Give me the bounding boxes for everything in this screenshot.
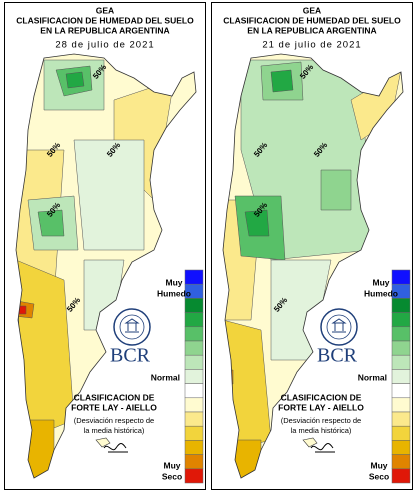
legend-label: Muy [166, 277, 183, 287]
legend-label: Normal [358, 372, 387, 382]
moisture-zone [320, 169, 352, 211]
legend-swatch [391, 425, 411, 441]
signature [103, 443, 128, 453]
legend-swatch [184, 326, 204, 342]
legend-swatch [184, 298, 204, 313]
falklands [95, 437, 111, 448]
logo-seal [113, 308, 151, 346]
legend-swatch [391, 340, 411, 356]
logo-text: BCR [317, 345, 358, 367]
moisture-zone [65, 71, 85, 89]
legend-swatch [184, 454, 204, 470]
moisture-zone [223, 369, 234, 385]
logo-seal [320, 308, 358, 346]
legend-swatch [184, 425, 204, 441]
moisture-zone [270, 69, 294, 93]
header-line: 21 de julio de 2021 [262, 40, 361, 51]
map-fill [16, 59, 175, 478]
method-label: CLASIFICACION DE [281, 392, 362, 402]
moisture-zone [350, 69, 402, 141]
moisture-zone [244, 209, 270, 237]
legend-swatch [184, 411, 204, 427]
legend-label: Muy [164, 460, 181, 470]
legend-swatch [184, 440, 204, 455]
signature [310, 443, 335, 453]
logo-seal-inner [119, 314, 145, 340]
legend-swatch [184, 340, 204, 356]
legend-swatch [184, 269, 204, 285]
header-line: CLASIFICACION DE HUMEDAD DEL SUELO [223, 15, 401, 25]
legend-swatch [391, 397, 411, 413]
method-note: la media histórica) [291, 426, 352, 435]
legend-label: Seco [162, 471, 182, 481]
panel-frame [4, 2, 206, 490]
method-label: FORTE LAY - AIELLO [278, 402, 364, 412]
map-outline [15, 53, 197, 479]
header-line: GEA [303, 5, 321, 15]
legend-swatch [391, 454, 411, 470]
map-outline [222, 53, 404, 479]
method-note: (Desviación respecto de [74, 416, 154, 425]
falklands [302, 437, 318, 448]
logo-icon [331, 318, 347, 333]
legend-swatch [391, 354, 411, 370]
legend-swatch [391, 411, 411, 427]
map [15, 53, 197, 479]
panel-frame [211, 2, 413, 490]
method-label: FORTE LAY - AIELLO [71, 402, 157, 412]
legend-swatch [391, 326, 411, 342]
legend-label: Humedo [364, 288, 398, 298]
logo-seal-inner [326, 314, 352, 340]
legend-swatch [391, 312, 411, 328]
moisture-zone [23, 419, 55, 478]
legend-swatch [391, 369, 411, 384]
legend-swatch [184, 354, 204, 370]
header-line: GEA [96, 5, 114, 15]
legend-swatch [184, 312, 204, 328]
legend-label: Humedo [157, 288, 191, 298]
header-line: EN LA REPUBLICA ARGENTINA [247, 25, 376, 35]
legend-swatch [184, 383, 204, 399]
legend-swatch [184, 397, 204, 413]
header-line: 28 de julio de 2021 [55, 40, 154, 51]
legend-swatch [391, 269, 411, 285]
legend-swatch [391, 383, 411, 399]
moisture-zone [73, 139, 145, 251]
legend-swatch [391, 298, 411, 313]
method-label: CLASIFICACION DE [74, 392, 155, 402]
moisture-zone [230, 439, 262, 478]
legend-swatch [184, 468, 204, 484]
legend-label: Normal [151, 372, 180, 382]
header-line: CLASIFICACION DE HUMEDAD DEL SUELO [16, 15, 194, 25]
legend-swatch [184, 369, 204, 384]
logo-text: BCR [110, 345, 151, 367]
logo-icon [124, 318, 140, 333]
method-note: la media histórica) [84, 426, 145, 435]
legend-swatch [391, 468, 411, 484]
legend-swatch [391, 440, 411, 455]
method-note: (Desviación respecto de [281, 416, 361, 425]
legend-label: Seco [369, 471, 389, 481]
legend-label: Muy [373, 277, 390, 287]
legend-label: Muy [371, 460, 388, 470]
header-line: EN LA REPUBLICA ARGENTINA [40, 25, 169, 35]
moisture-zone [37, 209, 65, 237]
